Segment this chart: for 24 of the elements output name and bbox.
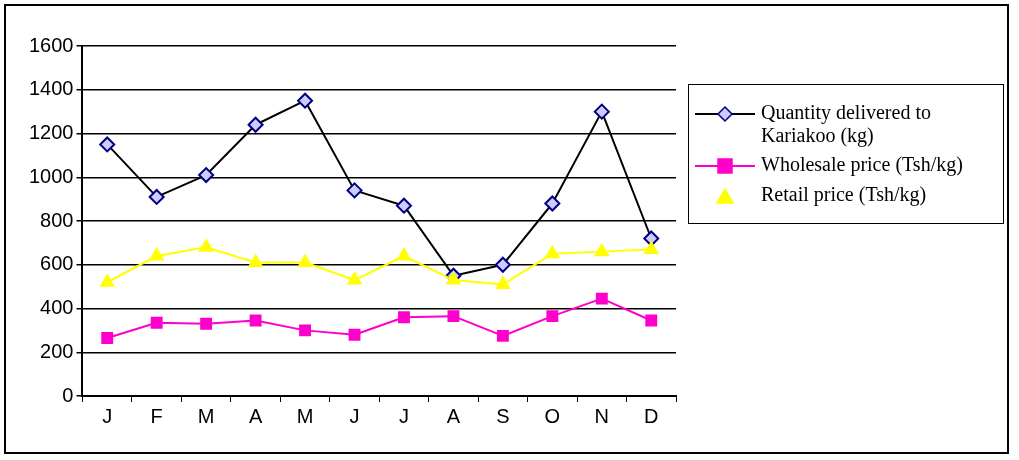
x-tick-label: J — [349, 404, 360, 427]
x-tick-label: J — [398, 404, 409, 427]
x-tick-label: M — [296, 404, 314, 427]
y-tick-label: 1600 — [28, 33, 74, 56]
x-tick-label: M — [197, 404, 215, 427]
legend-label: Wholesale price (Tsh/kg) — [761, 153, 963, 176]
x-tick-label: D — [644, 404, 659, 427]
y-tick-label: 600 — [40, 252, 74, 275]
x-tick-label: J — [102, 404, 113, 427]
y-tick-label: 1400 — [28, 77, 74, 100]
x-tick-label: A — [446, 404, 461, 427]
legend-label: Quantity delivered to Kariakoo (kg) — [761, 101, 932, 147]
y-tick-label: 800 — [40, 208, 74, 231]
x-tick-label: N — [594, 404, 610, 427]
y-tick-label: 1000 — [28, 164, 74, 187]
y-tick-label: 200 — [40, 339, 74, 362]
y-tick-label: 0 — [62, 383, 74, 406]
x-tick-label: F — [150, 404, 163, 427]
y-tick-label: 1200 — [28, 121, 74, 144]
x-tick-label: S — [496, 404, 510, 427]
y-tick-label: 400 — [40, 296, 74, 319]
legend-label: Retail price (Tsh/kg) — [761, 183, 927, 206]
x-tick-label: O — [544, 404, 561, 427]
x-tick-label: A — [248, 404, 263, 427]
